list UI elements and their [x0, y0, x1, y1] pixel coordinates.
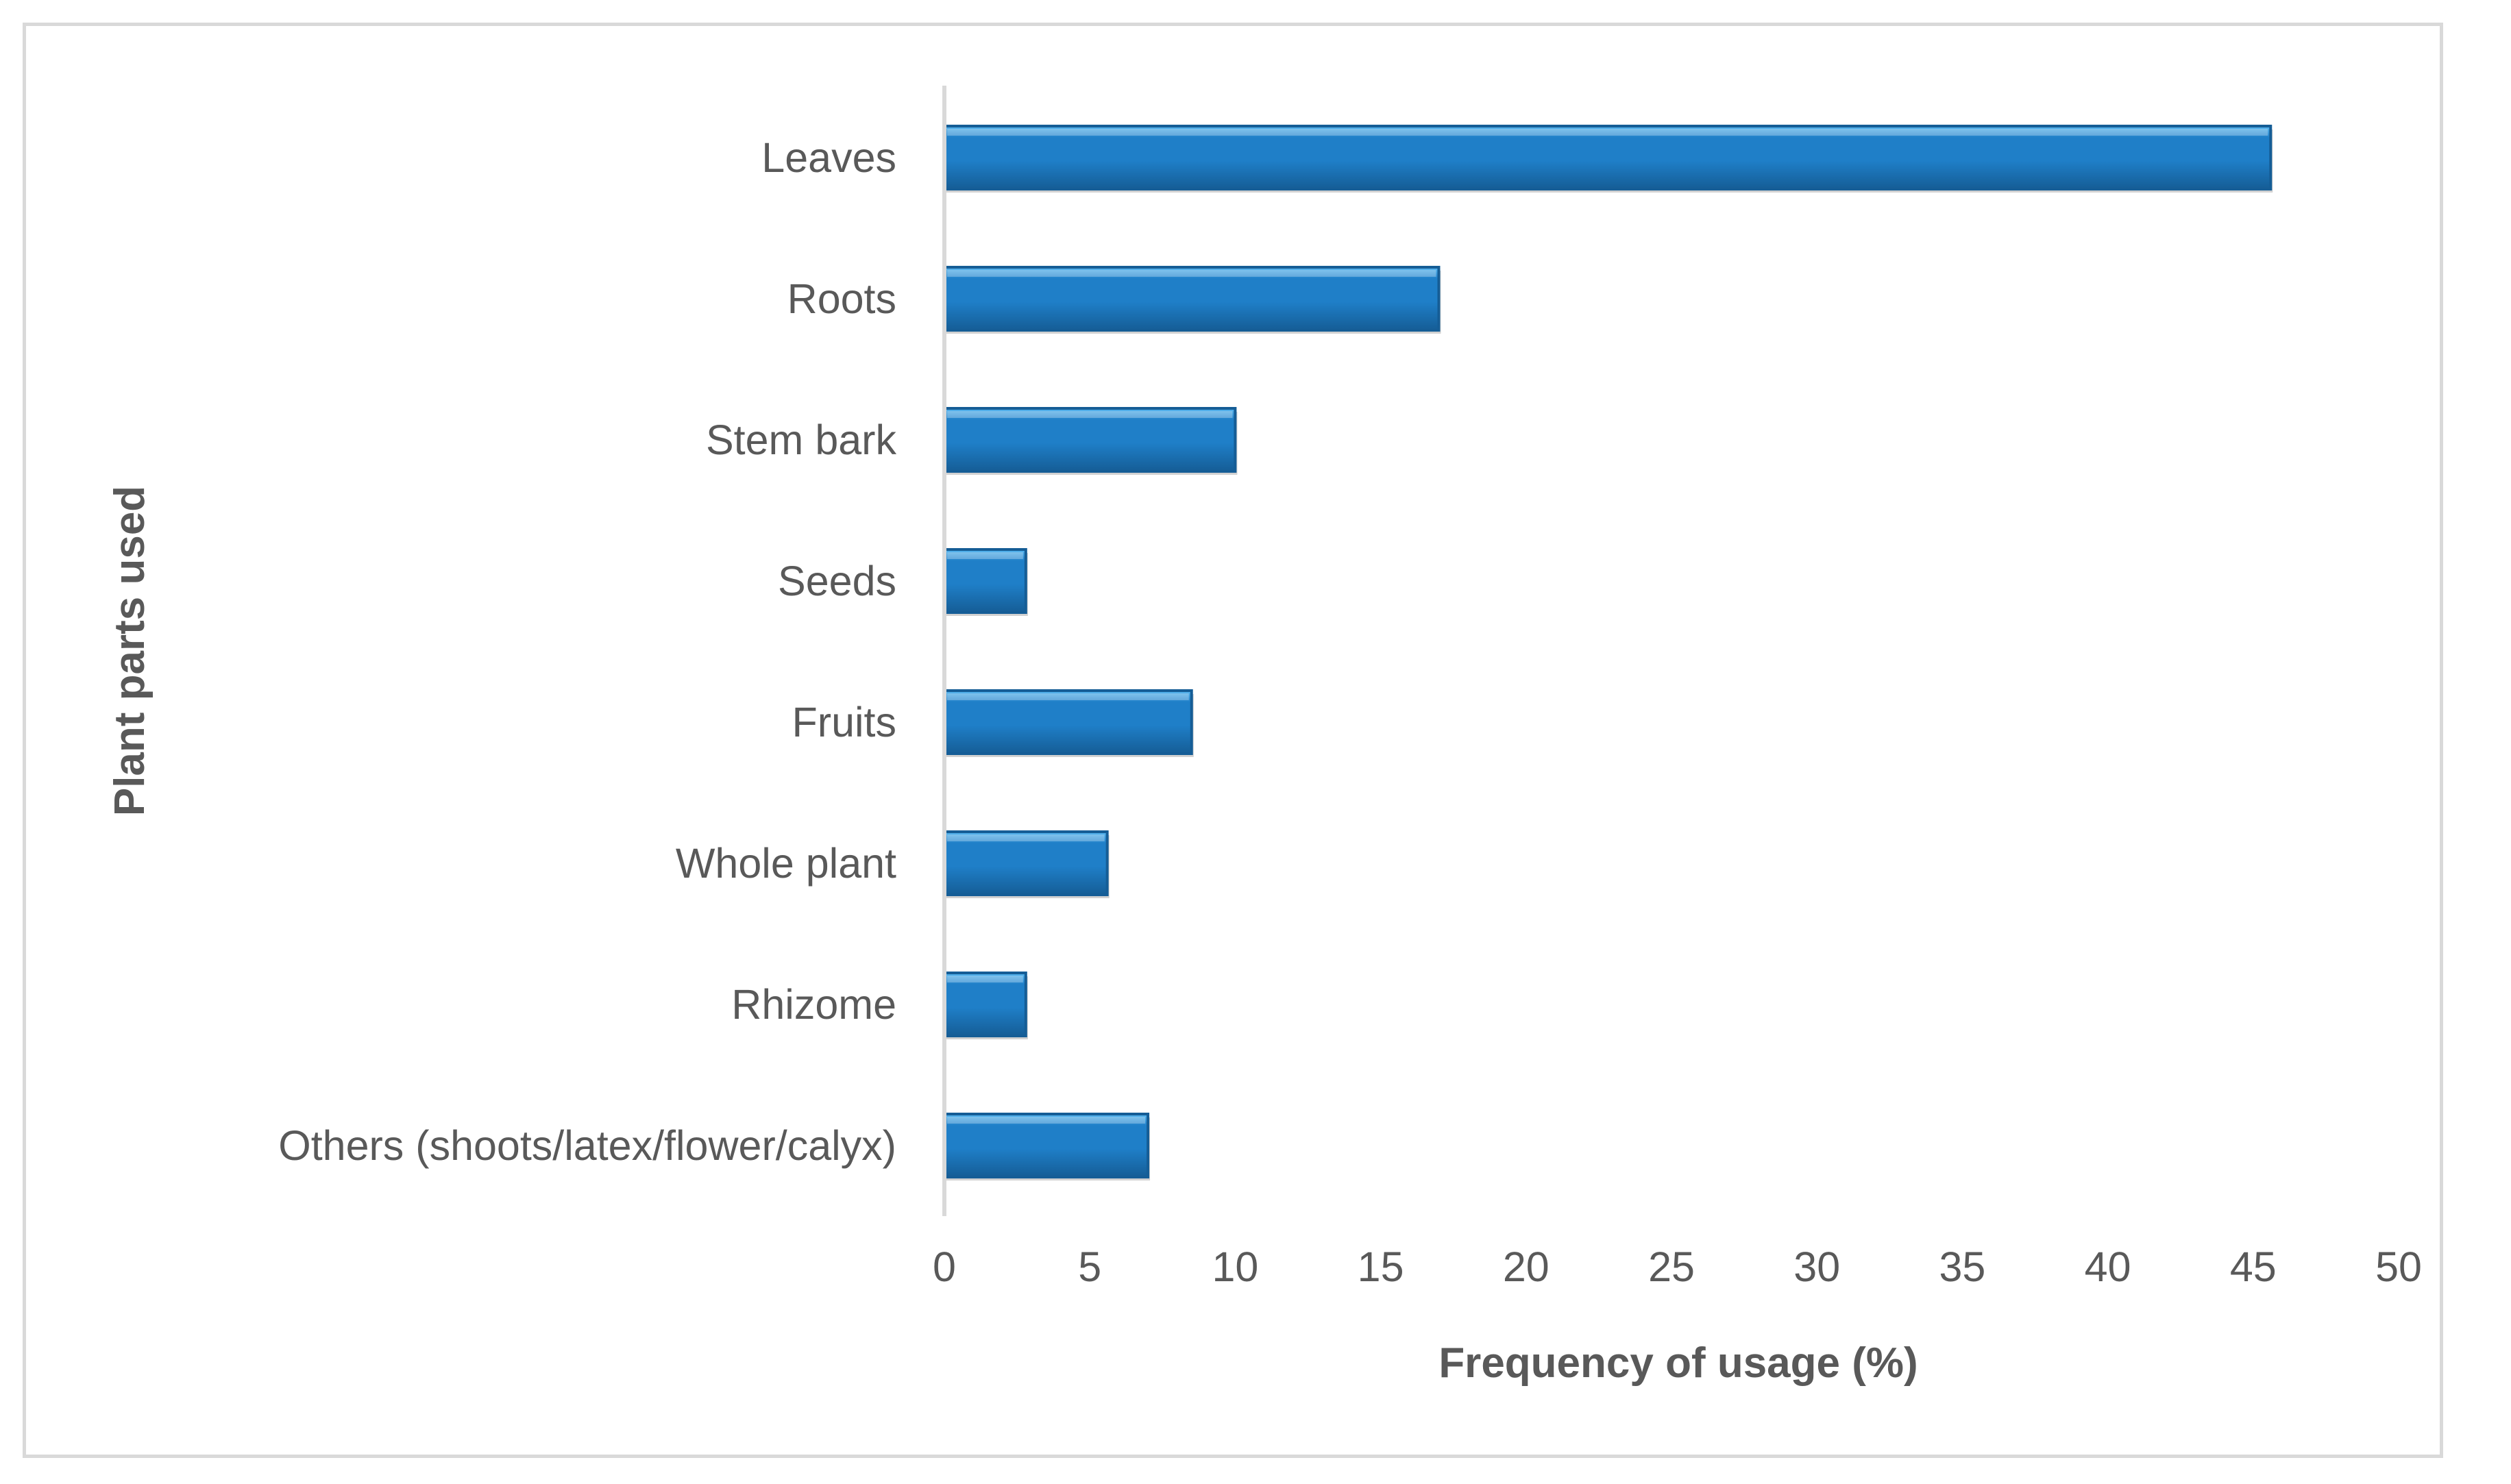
category-labels: Leaves Roots Stem bark Seeds Fruits Whole pla…	[278, 134, 896, 1169]
category-label: Fruits	[792, 699, 897, 745]
bar-highlight	[947, 1117, 1146, 1124]
x-tick-label: 0	[933, 1244, 956, 1290]
x-tick-label: 40	[2085, 1244, 2131, 1290]
chart-frame	[23, 23, 2443, 1458]
bar-highlight	[947, 693, 1189, 700]
bar-highlight	[947, 270, 1436, 277]
y-axis-title: Plant parts used	[106, 486, 154, 816]
x-tick-labels: 0 5 10 15 20 25 30 35 40 45 50	[933, 1244, 2422, 1290]
bar-highlight	[947, 129, 2268, 136]
bars-layer	[943, 125, 2273, 1180]
x-tick-label: 35	[1939, 1244, 1985, 1290]
bar	[943, 972, 1028, 1039]
category-label: Stem bark	[706, 417, 896, 463]
bar-rect	[943, 830, 1109, 896]
bar-rect	[943, 1113, 1150, 1178]
bar	[943, 689, 1194, 757]
bar	[943, 266, 1441, 334]
bar-rect	[943, 972, 1027, 1037]
bar	[943, 1113, 1151, 1180]
bar-rect	[943, 407, 1237, 473]
category-label: Rhizome	[731, 981, 896, 1028]
x-tick-label: 5	[1078, 1244, 1101, 1290]
category-label: Seeds	[778, 558, 896, 604]
x-tick-label: 30	[1793, 1244, 1840, 1290]
bar-highlight	[947, 411, 1233, 418]
x-tick-label: 20	[1503, 1244, 1550, 1290]
category-label: Others (shoots/latex/flower/calyx)	[278, 1122, 896, 1169]
x-axis-title: Frequency of usage (%)	[1438, 1339, 1918, 1387]
bar	[943, 125, 2273, 193]
bar-rect	[943, 548, 1027, 614]
bar	[943, 548, 1028, 616]
x-tick-label: 50	[2375, 1244, 2422, 1290]
category-label: Leaves	[761, 134, 896, 181]
x-tick-label: 45	[2230, 1244, 2277, 1290]
x-tick-label: 10	[1212, 1244, 1258, 1290]
bar-highlight	[947, 976, 1023, 982]
bar-highlight	[947, 834, 1105, 841]
x-tick-label: 15	[1358, 1244, 1404, 1290]
category-label: Roots	[787, 275, 896, 322]
bar-highlight	[947, 552, 1023, 559]
bar-rect	[943, 689, 1193, 755]
bar-rect	[943, 266, 1441, 332]
bar	[943, 407, 1238, 475]
bar-rect	[943, 125, 2273, 190]
category-label: Whole plant	[676, 840, 896, 887]
bar	[943, 830, 1110, 898]
x-tick-label: 25	[1648, 1244, 1695, 1290]
